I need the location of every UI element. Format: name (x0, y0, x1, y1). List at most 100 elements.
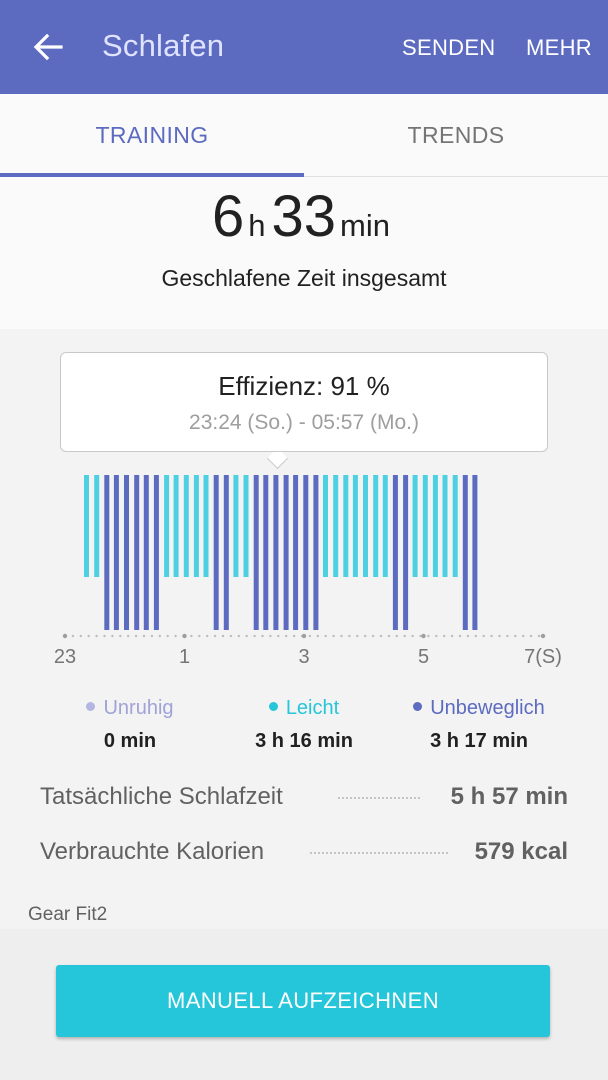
axis-dot (411, 634, 414, 638)
axis-major-tick (540, 633, 546, 639)
axis-dot (79, 634, 83, 638)
x-tick-label: 7(S) (524, 646, 562, 668)
axis-major-tick (62, 633, 68, 639)
app-bar: Schlafen SENDEN MEHR (0, 0, 608, 94)
axis-dot (71, 634, 75, 638)
axis-dot (292, 634, 296, 638)
axis-dot (332, 634, 335, 638)
legend-value-light: 3 h 16 min (255, 730, 353, 752)
more-button[interactable]: MEHR (526, 35, 592, 60)
sleep-bar-unbeweglich (283, 475, 289, 630)
axis-dot (150, 634, 154, 638)
axis-dot (134, 634, 138, 638)
stat-calories: Verbrauchte Kalorien 579 kcal (40, 834, 568, 874)
time-range: 23:24 (So.) - 05:57 (Mo.) (189, 411, 419, 434)
sleep-bar-leicht (173, 475, 179, 577)
legend-label-light: Leicht (285, 697, 340, 719)
legend-value-motionless: 3 h 17 min (430, 730, 528, 752)
sleep-bar-unbeweglich (293, 475, 299, 630)
x-tick-label: 3 (298, 646, 309, 668)
axis-dot (490, 634, 493, 638)
legend-label-motionless: Unbeweglich (430, 697, 545, 719)
axis-dot (198, 634, 201, 638)
sleep-bar-unbeweglich (263, 475, 269, 630)
sleep-bar-unbeweglich (303, 475, 309, 630)
sleep-bar-unbeweglich (253, 475, 259, 630)
axis-dot (324, 634, 327, 638)
axis-dot (87, 634, 90, 638)
axis-major-tick (182, 633, 187, 639)
axis-dot (269, 634, 272, 638)
total-hours: 6 (212, 184, 245, 249)
axis-dot (221, 634, 225, 638)
sleep-summary: 6 h 33 min Geschlafene Zeit insgesamt (0, 177, 608, 329)
axis-dot (458, 634, 462, 638)
app-title: Schlafen (102, 28, 225, 63)
total-sleep-time: 6 h 33 min (0, 183, 608, 250)
tab-trends[interactable]: TRENDS (407, 121, 505, 148)
sleep-bar-leicht (193, 475, 199, 577)
back-button[interactable] (26, 25, 70, 69)
axis-dot (537, 634, 541, 638)
sleep-chart[interactable]: 23 1 3 5 7(S) (0, 469, 608, 669)
sleep-bar-unbeweglich (462, 475, 468, 630)
axis-dot (514, 634, 517, 638)
sleep-bar-unbeweglich (153, 475, 159, 630)
sleep-bar-unbeweglich (143, 475, 149, 630)
legend-motionless: Unbeweglich 3 h 17 min (379, 697, 579, 753)
stat-label: Verbrauchte Kalorien (40, 838, 265, 865)
axis-dot (474, 634, 477, 638)
axis-major-tick (421, 633, 426, 639)
axis-dot (522, 634, 525, 638)
legend-dot (413, 702, 423, 712)
axis-dot (229, 634, 233, 638)
dotted-leader (338, 797, 420, 799)
stat-value: 579 kcal (474, 838, 568, 865)
x-tick-label: 23 (54, 646, 76, 668)
axis-dot (466, 634, 470, 638)
sleep-bar-unbeweglich (223, 475, 229, 630)
arrow-left-icon (33, 33, 63, 61)
axis-dot (166, 634, 169, 638)
sleep-bar-leicht (183, 475, 189, 577)
axis-dot (379, 634, 383, 638)
sleep-bar-unbeweglich (313, 475, 319, 630)
sleep-bar-leicht (412, 475, 418, 577)
sleep-bar-leicht (382, 475, 388, 577)
sleep-bar-leicht (442, 475, 448, 577)
send-button[interactable]: SENDEN (402, 35, 496, 60)
axis-dot (119, 634, 122, 638)
axis-dot (435, 634, 438, 638)
tab-bar: TRAINING TRENDS (0, 94, 608, 177)
legend-dot (268, 702, 278, 712)
sleep-bar-leicht (84, 475, 89, 577)
axis-dot (371, 634, 375, 638)
stat-value: 5 h 57 min (450, 783, 568, 810)
axis-dot (158, 634, 161, 638)
sleep-bar-unbeweglich (124, 475, 129, 630)
total-caption: Geschlafene Zeit insgesamt (161, 265, 447, 291)
record-manually-button[interactable]: MANUELL AUFZEICHNEN (56, 965, 550, 1037)
total-minutes: 33 (271, 184, 337, 249)
axis-dot (498, 634, 501, 638)
device-name: Gear Fit2 (28, 904, 108, 925)
axis-dot (285, 634, 288, 638)
sleep-bar-unbeweglich (472, 475, 478, 630)
sleep-bar-leicht (243, 475, 249, 577)
legend-dot (86, 702, 96, 712)
sleep-bar-leicht (94, 475, 100, 577)
axis-dot (403, 634, 406, 638)
x-tick-label: 5 (418, 646, 429, 668)
sleep-bar-leicht (323, 475, 328, 577)
axis-dot (419, 634, 422, 638)
legend-restless: Unruhig 0 min (30, 697, 230, 753)
chart-area: Effizienz: 91 % 23:24 (So.) - 05:57 (Mo.… (0, 329, 608, 929)
legend-label-restless: Unruhig (103, 697, 174, 719)
sleep-bar-leicht (164, 475, 170, 577)
sleep-bar-leicht (203, 475, 209, 577)
axis-dot (261, 634, 264, 638)
axis-dot (348, 634, 351, 638)
tab-training[interactable]: TRAINING (95, 121, 209, 148)
axis-dot (103, 634, 106, 638)
